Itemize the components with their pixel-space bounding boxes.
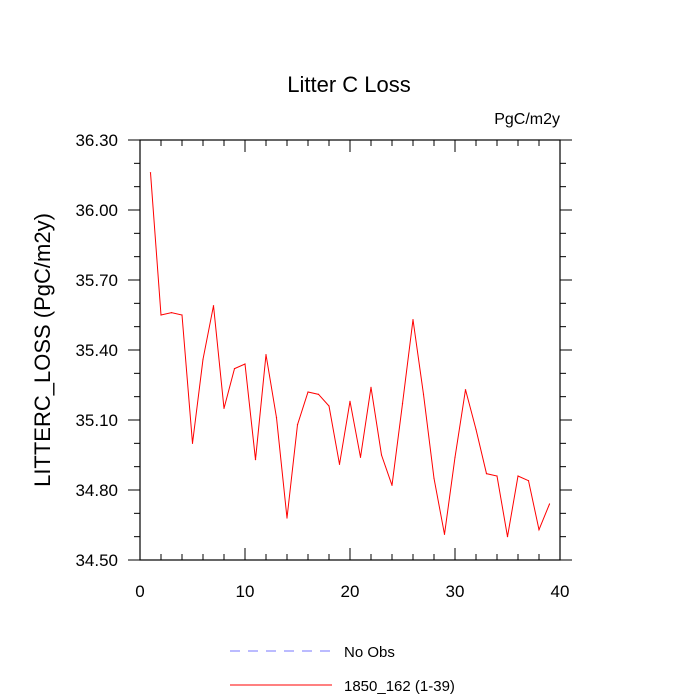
x-tick-label: 20 [341, 582, 360, 601]
data-point [548, 503, 551, 505]
data-point [401, 403, 404, 405]
data-point [496, 475, 498, 477]
data-point [538, 529, 540, 531]
data-point [475, 428, 477, 430]
data-point [244, 363, 246, 365]
data-point [380, 454, 383, 456]
data-point [506, 536, 509, 538]
data-point [464, 389, 467, 391]
y-tick-label: 34.80 [75, 481, 118, 500]
data-point [212, 305, 215, 307]
legend-label: No Obs [344, 644, 395, 661]
data-point [286, 517, 288, 519]
data-point [275, 417, 278, 419]
data-point [433, 477, 435, 479]
data-point [328, 405, 330, 407]
data-point [233, 368, 236, 370]
data-point [527, 480, 530, 482]
y-tick-label: 35.10 [75, 411, 118, 430]
data-point [517, 475, 519, 477]
legend-label: 1850_162 (1-39) [344, 678, 455, 695]
y-tick-label: 35.40 [75, 341, 118, 360]
chart-title: Litter C Loss [287, 72, 411, 97]
data-point [370, 386, 372, 388]
data-point [160, 314, 162, 316]
series-line [150, 172, 550, 537]
x-tick-label: 30 [446, 582, 465, 601]
data-point [422, 393, 425, 395]
data-point [359, 456, 362, 458]
data-point [296, 424, 299, 426]
data-point [307, 391, 309, 393]
x-tick-label: 40 [551, 582, 570, 601]
y-tick-label: 34.50 [75, 551, 118, 570]
data-point [443, 533, 446, 535]
y-tick-label: 35.70 [75, 271, 118, 290]
data-point [485, 473, 488, 475]
data-point [170, 312, 173, 314]
data-point [338, 463, 341, 465]
data-point [317, 393, 320, 395]
data-point [191, 442, 194, 444]
y-axis-label: LITTERC_LOSS (PgC/m2y) [30, 213, 55, 487]
x-tick-label: 10 [236, 582, 255, 601]
y-tick-label: 36.30 [75, 131, 118, 150]
data-point [254, 459, 257, 461]
data-point [454, 456, 456, 458]
y-tick-label: 36.00 [75, 201, 118, 220]
data-point [202, 358, 204, 360]
data-point [412, 319, 414, 321]
data-point [349, 400, 351, 402]
data-point [223, 407, 225, 409]
data-point [149, 172, 152, 174]
data-point [265, 354, 267, 356]
data-point [391, 484, 393, 486]
plot-frame [139, 139, 561, 561]
x-tick-label: 0 [135, 582, 144, 601]
data-point [181, 314, 183, 316]
units-label: PgC/m2y [494, 111, 560, 128]
